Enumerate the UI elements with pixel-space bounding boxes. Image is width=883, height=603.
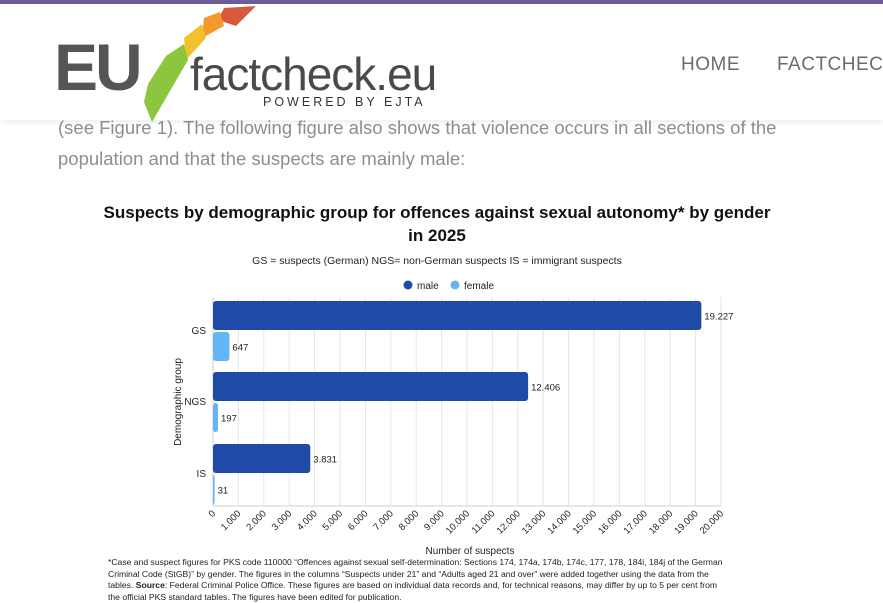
logo-tagline: POWERED BY EJTA (263, 95, 426, 109)
x-tick-label: 3.000 (270, 508, 295, 533)
bar-is-male (213, 444, 310, 473)
footnote-line-3-end: : Federal Criminal Police Office. These … (165, 580, 717, 590)
footnote-line-2: Criminal Code (StGB)” by gender. The fig… (108, 569, 768, 581)
x-tick-label: 19.000 (672, 508, 700, 536)
x-tick-label: 11.000 (470, 508, 498, 536)
x-tick-label: 12.000 (495, 508, 523, 536)
legend-swatch-female (451, 281, 460, 290)
chart-subtitle: GS = suspects (German) NGS= non-German s… (252, 255, 622, 267)
logo-factcheck-text: factcheck.eu (190, 48, 436, 100)
bar-gs-male (213, 301, 701, 330)
x-tick-label: 14.000 (545, 508, 573, 536)
eufactcheck-logo[interactable]: EU factcheck.eu POWERED BY EJTA (52, 4, 452, 122)
bar-ngs-female (213, 403, 218, 432)
x-tick-label: 18.000 (647, 508, 675, 536)
footnote-line-4: the official PKS standard tables. The fi… (108, 592, 768, 603)
legend-label-female: female (464, 281, 494, 292)
footnote-line-3: tables. Source: Federal Criminal Police … (108, 580, 768, 592)
y-tick-label-ngs: NGS (184, 397, 206, 408)
data-label-gs-male: 19.227 (704, 312, 733, 323)
x-tick-label: 5.000 (321, 508, 346, 533)
x-tick-label: 17.000 (622, 508, 650, 536)
data-label-is-male: 3.831 (313, 455, 337, 466)
y-axis-title: Demographic group (173, 358, 184, 446)
logo-check-orange-segment (202, 12, 224, 38)
data-label-is-female: 31 (218, 486, 229, 497)
footnote-line-1: *Case and suspect figures for PKS code 1… (108, 557, 768, 569)
x-axis-title: Number of suspects (426, 546, 515, 556)
logo-check-green-segment (144, 44, 188, 122)
bar-gs-female (213, 332, 229, 361)
x-tick-label: 2.000 (244, 508, 269, 533)
x-tick-label: 0 (207, 508, 219, 520)
bar-ngs-male (213, 372, 528, 401)
bar-is-female (213, 475, 215, 504)
x-tick-label: 15.000 (571, 508, 599, 536)
x-tick-label: 16.000 (596, 508, 624, 536)
data-label-ngs-male: 12.406 (531, 383, 560, 394)
x-tick-label: 6.000 (346, 508, 371, 533)
legend-swatch-male (404, 281, 413, 290)
logo-check-red-segment (218, 6, 256, 26)
x-tick-label: 1.000 (219, 508, 244, 533)
x-tick-label: 20.000 (698, 508, 726, 536)
x-tick-label: 10.000 (444, 508, 472, 536)
data-label-gs-female: 647 (232, 343, 248, 354)
nav-factcheck-link[interactable]: FACTCHECK (777, 54, 883, 76)
data-label-ngs-female: 197 (221, 414, 237, 425)
x-tick-label: 13.000 (520, 508, 548, 536)
chart-title-line-1: Suspects by demographic group for offenc… (104, 203, 771, 222)
x-tick-label: 4.000 (295, 508, 320, 533)
x-tick-label: 7.000 (371, 508, 396, 533)
suspects-bar-chart: Suspects by demographic group for offenc… (90, 196, 850, 556)
site-header: EU factcheck.eu POWERED BY EJTA HOME FAC… (0, 4, 883, 120)
legend-label-male: male (417, 281, 439, 292)
chart-title-line-2: in 2025 (408, 226, 466, 245)
footnote-line-3-start: tables. (108, 580, 136, 590)
logo-eu-text: EU (54, 30, 140, 104)
chart-footnote: *Case and suspect figures for PKS code 1… (108, 557, 768, 603)
footnote-source-label: Source (136, 580, 165, 590)
nav-home-link[interactable]: HOME (681, 54, 740, 76)
y-tick-label-is: IS (197, 469, 207, 480)
x-tick-label: 8.000 (397, 508, 422, 533)
y-tick-label-gs: GS (192, 326, 207, 337)
